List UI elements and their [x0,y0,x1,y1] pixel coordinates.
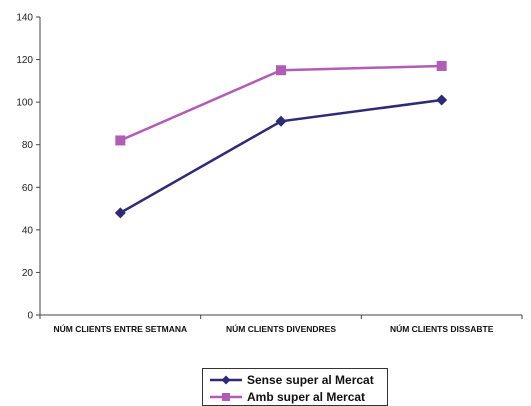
chart-axes [39,17,522,316]
x-category-label: NÚM CLIENTS DISSABTE [390,323,494,334]
x-category-label: NÚM CLIENTS ENTRE SETMANA [54,323,188,334]
series-2 [115,60,447,146]
y-tick-label: 0 [27,311,33,322]
data-point-square [276,65,286,76]
chart-legend: Sense super al Mercat Amb super al Merca… [202,368,388,406]
y-tick-label: 80 [22,140,34,151]
legend-item-series-2: Amb super al Mercat [209,389,365,405]
series-1 [114,94,448,219]
legend-item-series-1: Sense super al Mercat [209,372,374,388]
series-layer [114,60,448,219]
data-point-diamond [114,207,126,219]
legend-label-series-2: Amb super al Mercat [247,390,366,404]
y-tick-label: 140 [16,13,33,24]
y-axis-ticks: 0 20 40 60 80 100 120 140 [16,13,40,322]
series-2-line [119,64,442,142]
x-category-label: NÚM CLIENTS DIVENDRES [226,323,336,334]
x-axis-labels: NÚM CLIENTS ENTRE SETMANA NÚM CLIENTS DIV… [39,315,523,334]
y-tick-label: 120 [16,55,33,66]
legend-square-icon [210,393,242,401]
y-tick-label: 40 [22,225,34,236]
data-point-square [115,135,126,146]
legend-diamond-icon [210,375,242,385]
data-point-diamond [275,115,287,127]
y-tick-label: 60 [22,183,34,194]
data-point-square [436,60,447,71]
line-chart: 0 20 40 60 80 100 120 140 NÚM CLIENTS ENTRE SET… [16,13,523,334]
legend-label-series-1: Sense super al Mercat [247,373,374,387]
y-tick-label: 20 [22,268,34,279]
data-point-diamond [436,94,448,106]
y-tick-label: 100 [16,98,33,109]
